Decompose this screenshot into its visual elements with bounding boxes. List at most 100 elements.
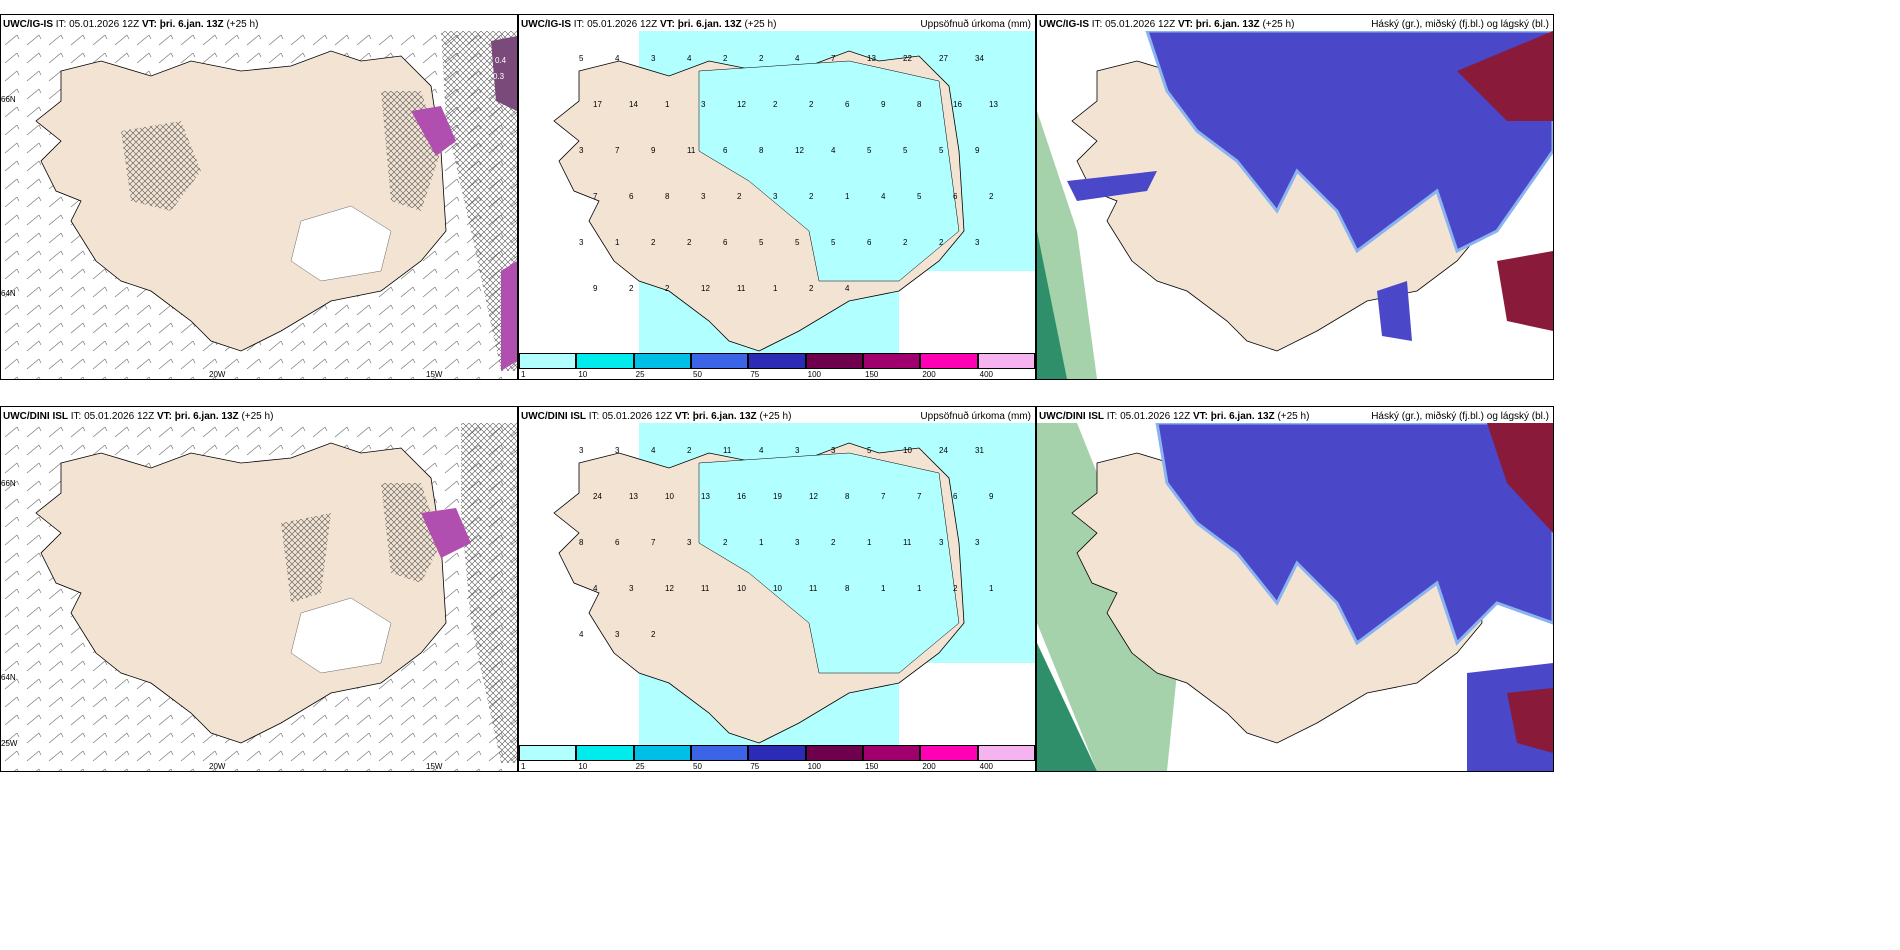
- precip-value: 5: [903, 146, 908, 155]
- panel-cloud-dini: UWC/DINI ISL IT: 05.01.2026 12Z VT: þri.…: [1036, 406, 1554, 772]
- mid-cloud: [1507, 688, 1553, 753]
- cloud-map: [1037, 423, 1553, 771]
- precip-value: 1: [867, 538, 872, 547]
- precip-value: 7: [615, 146, 620, 155]
- panel-title: UWC/DINI ISL IT: 05.01.2026 12Z VT: þri.…: [1039, 411, 1310, 422]
- precip-value: 4: [579, 630, 584, 639]
- precip-value: 8: [759, 146, 764, 155]
- precip-value: 19: [773, 492, 782, 501]
- precip-value: 2: [953, 584, 958, 593]
- hatch-area: [121, 121, 201, 211]
- precip-value: 13: [867, 54, 876, 63]
- precip-value: 2: [809, 192, 814, 201]
- precip-value: 3: [579, 146, 584, 155]
- precip-value: 7: [831, 54, 836, 63]
- precip-value: 2: [809, 284, 814, 293]
- lon-label: 15W: [426, 762, 443, 771]
- colorbar-swatch: [863, 745, 921, 761]
- lat-label: 66N: [1, 95, 16, 104]
- colorbar-label: 50: [693, 762, 702, 771]
- precip-value: 6: [629, 192, 634, 201]
- panel-title: UWC/IG-IS IT: 05.01.2026 12Z VT: þri. 6.…: [3, 19, 259, 30]
- panel-precip-dini: UWC/DINI ISL IT: 05.01.2026 12Z VT: þri.…: [518, 406, 1036, 772]
- precip-value: 27: [939, 54, 948, 63]
- precip-value: 13: [701, 492, 710, 501]
- colorbar-swatch: [748, 745, 806, 761]
- precip-value: 2: [665, 284, 670, 293]
- colorbar-swatch: [576, 353, 634, 369]
- lat-label: 64N: [1, 673, 16, 682]
- colorbar-label: 150: [865, 762, 879, 771]
- colorbar-label: 25: [635, 762, 645, 771]
- precip-value: 2: [723, 538, 728, 547]
- precip-value: 3: [939, 538, 944, 547]
- precip-value: 3: [701, 192, 706, 201]
- precip-value: 12: [737, 100, 746, 109]
- precip-value: 3: [795, 446, 800, 455]
- precip-value: 3: [579, 238, 584, 247]
- precip-value: 4: [615, 54, 620, 63]
- precip-value: 12: [665, 584, 674, 593]
- precip-value: 3: [773, 192, 778, 201]
- mid-cloud: [1497, 251, 1553, 331]
- low-cloud: [1067, 171, 1157, 201]
- colorbar-label: 25: [635, 370, 645, 379]
- precip-value: 2: [723, 54, 728, 63]
- precip-value: 9: [881, 100, 886, 109]
- precip-value: 3: [629, 584, 634, 593]
- precip-value: 2: [687, 446, 692, 455]
- panel-cloud-igis: UWC/IG-IS IT: 05.01.2026 12Z VT: þri. 6.…: [1036, 14, 1554, 380]
- precip-value: 5: [759, 238, 764, 247]
- precip-value: 2: [773, 100, 778, 109]
- precip-value: 11: [723, 446, 732, 455]
- colorbar-label: 400: [979, 762, 994, 771]
- precip-value: 3: [831, 446, 836, 455]
- precip-value: 8: [917, 100, 922, 109]
- high-cloud: [1037, 643, 1097, 771]
- precip-value: 3: [975, 538, 980, 547]
- precip-value: 4: [795, 54, 800, 63]
- precip-value: 5: [795, 238, 800, 247]
- hatch-area: [381, 483, 441, 583]
- precip-value: 3: [615, 446, 620, 455]
- hatch-area: [281, 513, 331, 603]
- precip-value: 6: [615, 538, 620, 547]
- value-label: 0.3: [493, 72, 505, 81]
- panel-precip-igis: UWC/IG-IS IT: 05.01.2026 12Z VT: þri. 6.…: [518, 14, 1036, 380]
- colorbar-label: 75: [750, 370, 760, 379]
- panel-subtitle: Háský (gr.), miðský (fj.bl.) og lágský (…: [1371, 411, 1549, 422]
- colorbar-label: 75: [750, 762, 760, 771]
- precip-value: 3: [615, 630, 620, 639]
- hatch-area: [441, 31, 517, 371]
- precip-value: 24: [593, 492, 602, 501]
- precip-value: 2: [831, 538, 836, 547]
- colorbar-swatch: [576, 745, 634, 761]
- precip-value: 4: [881, 192, 886, 201]
- glacier: [290, 597, 392, 674]
- colorbar-swatch: [863, 353, 921, 369]
- precip-value: 6: [723, 146, 728, 155]
- purple-patch: [411, 106, 456, 156]
- colorbar-swatch: [519, 353, 577, 369]
- precip-value: 3: [579, 446, 584, 455]
- precip-value: 9: [989, 492, 994, 501]
- precip-map: 5 4 3 4 2 2 4 7 13 22 27 34 17 14 1 3 12 2 2 6 9 8 16 13 3 7 9 11 6 8…: [519, 31, 1035, 353]
- precip-value: 7: [881, 492, 886, 501]
- precip-value: 9: [975, 146, 980, 155]
- precip-value: 1: [989, 584, 994, 593]
- precip-value: 10: [773, 584, 782, 593]
- colorbar-swatch: [920, 353, 978, 369]
- precip-value: 11: [903, 538, 912, 547]
- precip-value: 7: [917, 492, 922, 501]
- sea: [899, 271, 1035, 353]
- precip-value: 6: [953, 492, 958, 501]
- colorbar-label: 100: [807, 370, 822, 379]
- precip-value: 31: [975, 446, 984, 455]
- colorbar-label: 200: [922, 762, 936, 771]
- lon-label: 20W: [209, 370, 226, 379]
- lat-label: 66N: [1, 479, 16, 488]
- high-cloud: [1037, 423, 1177, 771]
- precip-value: 2: [651, 238, 656, 247]
- precip-value: 6: [867, 238, 872, 247]
- lon-label: 15W: [426, 370, 443, 379]
